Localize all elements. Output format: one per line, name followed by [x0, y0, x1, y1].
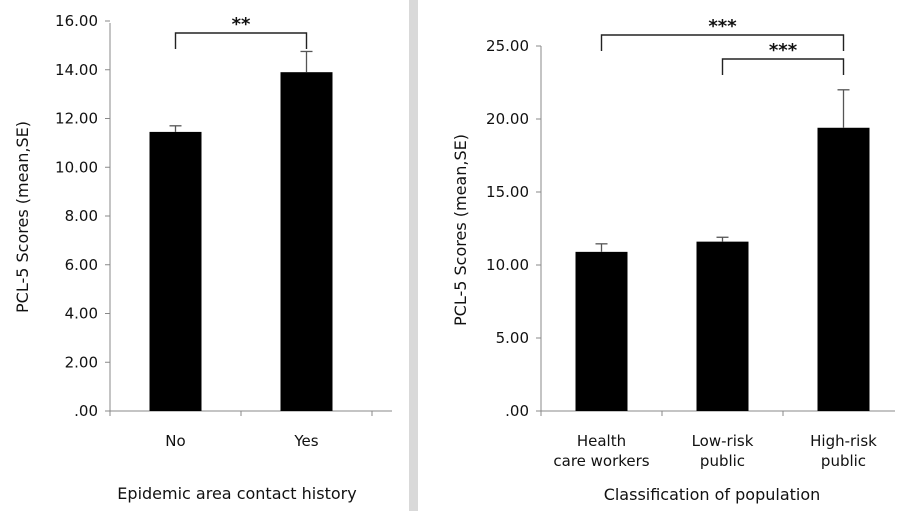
x-tick-label-line: public	[700, 452, 745, 470]
y-tick-label: 8.00	[65, 207, 98, 225]
x-axis-title: Epidemic area contact history	[117, 484, 356, 503]
x-axis-title: Classification of population	[604, 485, 821, 504]
y-tick-label: 6.00	[65, 256, 98, 274]
y-tick-label: 12.00	[55, 110, 98, 128]
significance-bracket	[721, 58, 845, 75]
y-tick-label: 14.00	[55, 61, 98, 79]
y-tick-label: 15.00	[486, 183, 529, 201]
y-tick-label: 10.00	[486, 256, 529, 274]
x-tick-label-line: Yes	[293, 432, 318, 450]
y-axis-title: PCL-5 Scores (mean,SE)	[451, 134, 470, 326]
significance-label: ***	[769, 40, 798, 61]
x-tick-label-line: High-risk	[810, 432, 877, 450]
y-tick-label: 4.00	[65, 305, 98, 323]
y-tick-label: 16.00	[55, 12, 98, 30]
y-tick-label: .00	[74, 402, 98, 420]
bar	[817, 127, 870, 411]
y-tick-label: .00	[505, 402, 529, 420]
x-tick-label-line: care workers	[553, 452, 649, 470]
x-tick-label: Low-risk public	[692, 432, 754, 470]
bar	[575, 251, 628, 411]
significance-label: **	[232, 14, 251, 35]
x-tick-label-line: Low-risk	[692, 432, 754, 450]
significance-bracket	[174, 32, 308, 49]
bar	[696, 241, 749, 411]
panel-divider	[409, 0, 418, 511]
bar	[149, 131, 202, 411]
x-tick-label-line: Health	[577, 432, 626, 450]
significance-label: ***	[708, 16, 737, 37]
x-tick-label: Yes	[293, 432, 318, 450]
y-axis-title: PCL-5 Scores (mean,SE)	[13, 121, 32, 313]
y-tick-label: 5.00	[496, 329, 529, 347]
y-tick-label: 2.00	[65, 353, 98, 371]
significance-bracket	[600, 34, 845, 51]
y-tick-label: 25.00	[486, 37, 529, 55]
x-tick-label: No	[165, 432, 185, 450]
x-tick-label: Health care workers	[553, 432, 649, 470]
bar	[280, 72, 333, 411]
x-tick-label: High-risk public	[810, 432, 877, 470]
y-tick-label: 10.00	[55, 158, 98, 176]
x-tick-label-line: public	[821, 452, 866, 470]
y-tick-label: 20.00	[486, 110, 529, 128]
x-tick-label-line: No	[165, 432, 185, 450]
